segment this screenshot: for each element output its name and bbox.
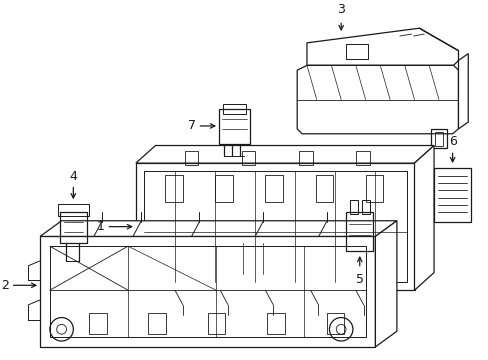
- Text: 1: 1: [97, 220, 104, 233]
- Text: 6: 6: [448, 135, 456, 148]
- Polygon shape: [136, 163, 414, 290]
- Polygon shape: [458, 54, 468, 129]
- Polygon shape: [414, 145, 433, 290]
- Text: 4: 4: [69, 170, 77, 183]
- Polygon shape: [143, 171, 406, 282]
- Polygon shape: [306, 28, 458, 66]
- Polygon shape: [40, 221, 396, 237]
- Polygon shape: [50, 246, 365, 337]
- Polygon shape: [297, 66, 458, 134]
- Polygon shape: [375, 221, 396, 347]
- Text: 5: 5: [355, 273, 363, 285]
- Text: 7: 7: [187, 120, 195, 132]
- Polygon shape: [40, 237, 375, 347]
- Text: 3: 3: [337, 4, 345, 17]
- Text: 2: 2: [1, 279, 9, 292]
- Polygon shape: [136, 145, 433, 163]
